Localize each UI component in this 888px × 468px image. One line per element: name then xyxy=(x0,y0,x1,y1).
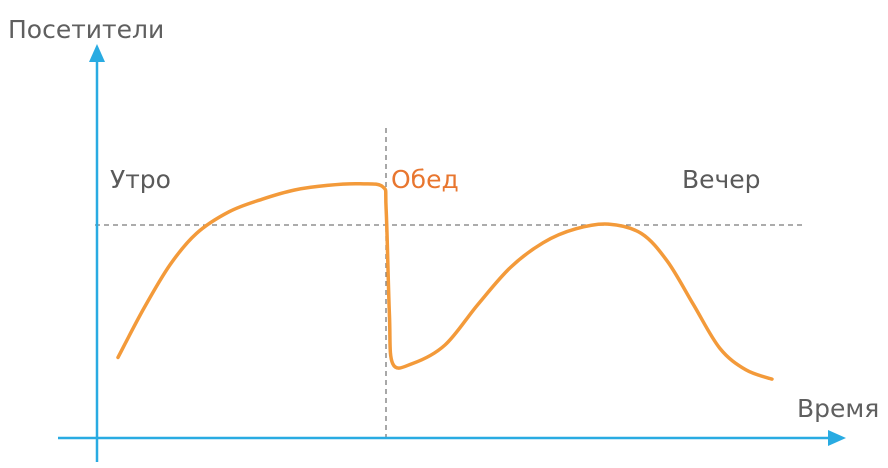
visitors-curve xyxy=(116,181,774,381)
x-axis-arrow xyxy=(828,430,846,446)
y-axis-label: Посетители xyxy=(8,15,164,44)
annotation-morning: Утро xyxy=(110,165,171,194)
annotation-evening: Вечер xyxy=(682,165,761,194)
annotation-lunch: Обед xyxy=(391,165,459,194)
y-axis-arrow xyxy=(89,44,105,62)
x-axis-label: Время xyxy=(797,394,879,423)
